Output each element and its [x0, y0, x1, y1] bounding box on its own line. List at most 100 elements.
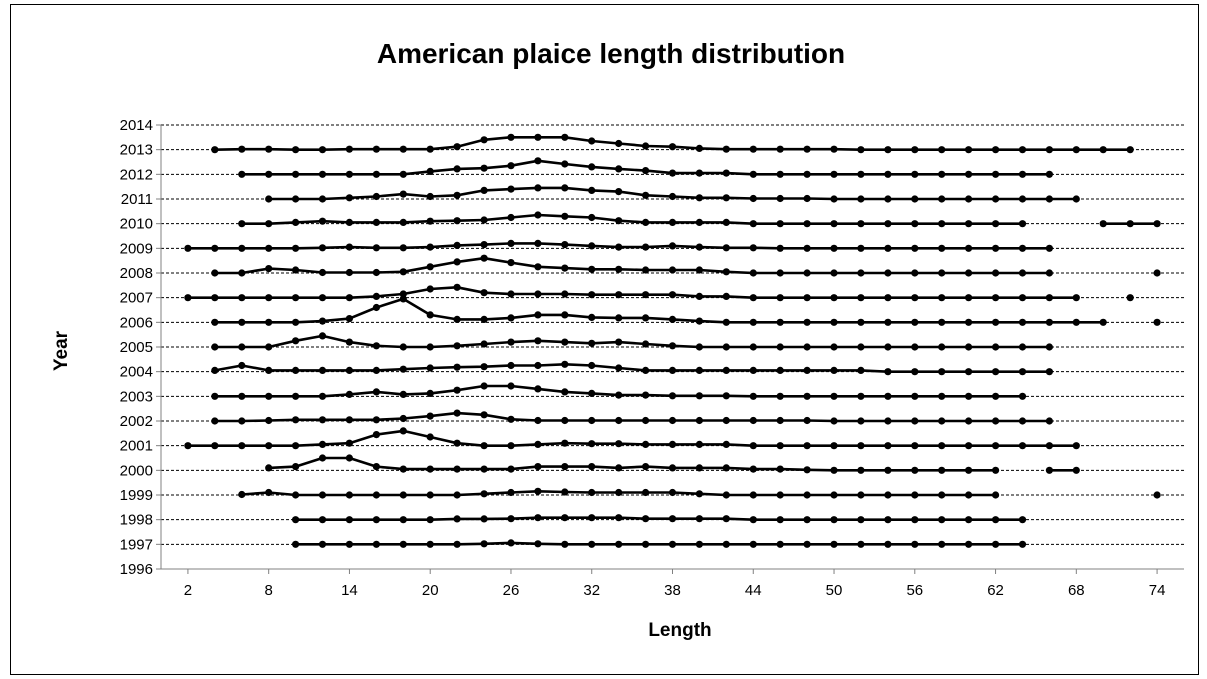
data-point — [211, 146, 219, 154]
data-point — [884, 170, 892, 178]
axes — [156, 124, 1184, 574]
data-point — [588, 440, 596, 448]
data-point — [345, 294, 353, 302]
data-point — [938, 269, 946, 277]
data-point — [965, 368, 973, 376]
data-point — [480, 340, 488, 348]
series-lines — [184, 133, 1161, 548]
data-point — [911, 343, 919, 351]
data-point — [749, 170, 757, 178]
data-point — [965, 442, 973, 450]
data-point — [1099, 146, 1107, 154]
data-point — [238, 392, 246, 400]
data-point — [345, 170, 353, 178]
data-point — [480, 254, 488, 262]
data-point — [642, 366, 650, 374]
data-point — [749, 465, 757, 473]
data-point — [830, 195, 838, 203]
y-axis-title: Year — [51, 330, 72, 371]
data-point — [830, 269, 838, 277]
data-point — [399, 218, 407, 226]
data-point — [803, 244, 811, 252]
data-point — [318, 217, 327, 225]
data-point — [372, 388, 380, 396]
data-point — [992, 540, 1000, 548]
data-point — [453, 363, 461, 371]
data-point — [911, 318, 919, 326]
data-point — [399, 427, 407, 435]
x-tick-label: 44 — [745, 582, 762, 599]
data-point — [507, 213, 515, 222]
data-point — [830, 170, 838, 178]
data-point — [426, 192, 434, 201]
series-1999 — [238, 487, 1161, 499]
y-tick-label: 2011 — [121, 191, 153, 208]
data-point — [615, 464, 623, 472]
data-point — [561, 388, 569, 396]
data-point — [372, 491, 380, 499]
data-point — [345, 454, 353, 462]
data-point — [668, 315, 677, 323]
x-axis-title: Length — [648, 620, 711, 641]
data-point — [803, 466, 811, 474]
data-point — [1153, 220, 1161, 228]
data-point — [749, 442, 757, 450]
data-point — [965, 318, 973, 326]
data-point — [911, 294, 919, 302]
series-line — [214, 334, 1050, 349]
data-point — [992, 195, 1000, 203]
data-point — [615, 165, 623, 173]
data-point — [238, 170, 246, 178]
data-point — [1018, 244, 1027, 252]
data-point — [668, 143, 677, 151]
data-point — [668, 416, 677, 425]
data-point — [938, 417, 946, 425]
data-point — [1018, 146, 1027, 154]
data-point — [292, 195, 300, 203]
data-point — [695, 540, 704, 548]
data-point — [803, 145, 811, 153]
series-2000 — [265, 454, 1080, 474]
data-point — [911, 220, 919, 228]
data-point — [1018, 294, 1027, 302]
data-point — [507, 361, 515, 370]
data-point — [507, 382, 515, 390]
data-point — [480, 241, 488, 249]
data-point — [857, 516, 865, 524]
data-point — [534, 239, 542, 247]
data-point — [992, 244, 1000, 252]
series-2009 — [184, 239, 1053, 252]
data-point — [534, 416, 542, 425]
data-point — [534, 290, 542, 298]
data-point — [857, 195, 865, 203]
data-point — [561, 463, 569, 471]
data-point — [372, 303, 380, 312]
data-point — [534, 157, 542, 165]
data-point — [776, 491, 784, 499]
data-point — [615, 440, 623, 448]
data-point — [803, 318, 811, 326]
data-point — [318, 392, 327, 400]
series-line — [268, 456, 996, 472]
data-point — [292, 442, 300, 450]
data-point — [884, 368, 892, 376]
data-point — [238, 318, 246, 326]
data-point — [238, 417, 246, 425]
data-point — [1045, 269, 1053, 277]
data-point — [507, 488, 515, 497]
data-point — [884, 442, 892, 450]
y-tick-label: 2003 — [120, 388, 153, 405]
data-point — [345, 516, 353, 524]
data-point — [668, 291, 677, 299]
data-point — [453, 439, 461, 447]
data-point — [238, 343, 246, 351]
data-point — [722, 491, 730, 499]
series-2005 — [211, 332, 1053, 351]
data-point — [534, 133, 542, 141]
data-point — [992, 220, 1000, 228]
data-point — [884, 417, 892, 425]
data-point — [480, 136, 488, 144]
data-point — [938, 491, 946, 499]
data-point — [345, 439, 353, 447]
data-point — [588, 313, 596, 321]
